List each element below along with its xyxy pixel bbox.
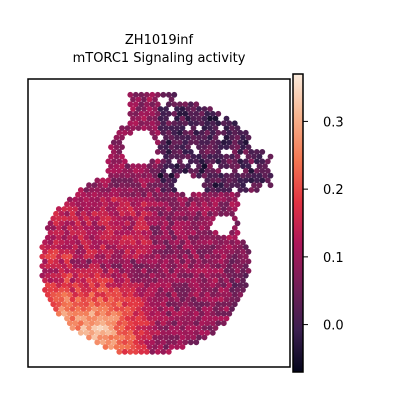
- chart-title: ZH1019inf: [125, 33, 194, 48]
- spot: [133, 349, 139, 355]
- spot: [78, 330, 84, 336]
- spot: [155, 349, 161, 355]
- spot: [141, 125, 147, 131]
- spot: [224, 144, 230, 150]
- spot: [160, 92, 166, 98]
- spot: [174, 344, 180, 350]
- chart-subtitle: mTORC1 Signaling activity: [73, 51, 246, 66]
- colorbar-ticks: 0.0 0.1 0.2 0.3: [303, 115, 344, 333]
- spot: [94, 339, 100, 345]
- spot: [144, 349, 150, 355]
- spot: [218, 211, 224, 217]
- spot: [103, 344, 109, 350]
- spot: [127, 130, 133, 136]
- spot: [196, 173, 202, 179]
- spot: [138, 349, 144, 355]
- colorbar-tick-label: 0.0: [323, 319, 344, 334]
- spot: [122, 349, 128, 355]
- colorbar-tick-label: 0.3: [323, 115, 344, 130]
- spot: [155, 149, 161, 155]
- spot: [248, 187, 254, 193]
- spot: [202, 335, 208, 341]
- spot: [108, 344, 114, 350]
- spot: [254, 187, 260, 193]
- spot: [86, 335, 92, 341]
- spot: [221, 320, 227, 326]
- spot: [127, 349, 133, 355]
- spot: [243, 187, 249, 193]
- colorbar-tick-label: 0.2: [323, 183, 344, 198]
- spot: [224, 211, 230, 217]
- spot: [160, 349, 166, 355]
- spot: [191, 173, 197, 179]
- spot: [182, 168, 188, 174]
- spot: [166, 349, 172, 355]
- spot: [56, 311, 62, 317]
- spot: [70, 325, 76, 331]
- spot: [210, 330, 216, 336]
- spot: [136, 125, 142, 131]
- spot: [193, 339, 199, 345]
- spot: [224, 163, 230, 169]
- spot: [116, 349, 122, 355]
- spatial-spots: [39, 92, 273, 355]
- spot: [188, 339, 194, 345]
- spot: [180, 344, 186, 350]
- colorbar-tick-label: 0.1: [323, 251, 344, 266]
- colorbar: 0.0 0.1 0.2 0.3: [293, 74, 344, 372]
- spot: [268, 182, 274, 188]
- colorbar-gradient: [293, 74, 303, 372]
- spot: [149, 349, 155, 355]
